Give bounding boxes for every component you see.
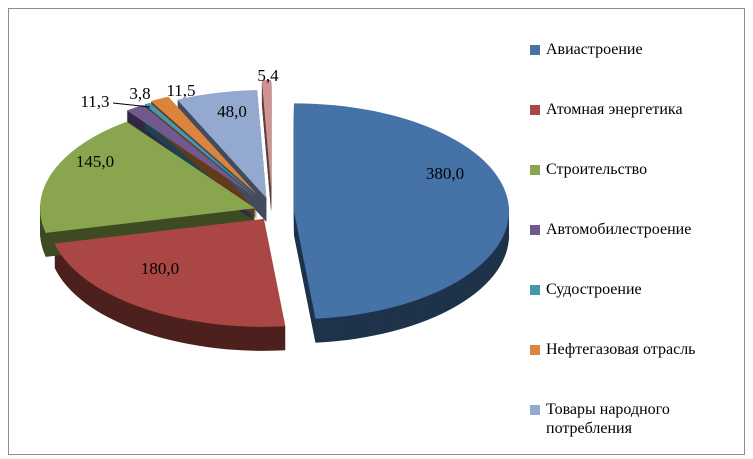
legend-swatch xyxy=(530,225,540,235)
data-label: 145,0 xyxy=(76,152,114,171)
slice xyxy=(293,103,509,319)
legend-swatch xyxy=(530,105,540,115)
data-label: 11,3 xyxy=(80,92,109,111)
legend-item: Судостроение xyxy=(530,280,730,299)
legend-item: Автомобилестроение xyxy=(530,220,730,239)
legend-label: Атомная энергетика xyxy=(546,101,683,118)
slice xyxy=(261,80,272,189)
data-label: 380,0 xyxy=(426,164,464,183)
legend-label: Судостроение xyxy=(546,281,642,298)
legend-swatch xyxy=(530,45,540,55)
legend-item: Товары народного потребления xyxy=(530,400,730,438)
legend-label: Автомобилестроение xyxy=(546,221,692,238)
slice xyxy=(150,96,258,195)
legend-item: Атомная энергетика xyxy=(530,100,730,119)
legend-label: Строительство xyxy=(546,161,648,178)
slice xyxy=(177,90,267,198)
slice-tops xyxy=(40,80,509,327)
legend-label: Авиастроение xyxy=(546,41,643,58)
legend-swatch xyxy=(530,165,540,175)
data-label: 5,4 xyxy=(257,66,279,85)
legend-swatch xyxy=(530,345,540,355)
data-labels: 380,0 180,0 145,0 11,3 3,8 11,5 48,0 5,4 xyxy=(76,66,464,278)
data-label: 180,0 xyxy=(141,259,179,278)
data-label: 48,0 xyxy=(217,102,247,121)
legend-label: Товары народного потребления xyxy=(546,401,670,437)
leader-line xyxy=(112,102,151,108)
slice xyxy=(126,105,256,198)
data-label: 3,8 xyxy=(129,84,150,103)
legend-item: Строительство xyxy=(530,160,730,179)
legend-swatch xyxy=(530,285,540,295)
slice xyxy=(144,102,257,197)
slice xyxy=(54,218,286,327)
legend-swatch xyxy=(530,405,540,415)
slice xyxy=(40,121,256,233)
legend-item: Авиастроение xyxy=(530,40,730,59)
data-label: 11,5 xyxy=(166,81,195,100)
legend-item: Нефтегазовая отрасль xyxy=(530,340,730,359)
legend-label: Нефтегазовая отрасль xyxy=(546,341,696,358)
